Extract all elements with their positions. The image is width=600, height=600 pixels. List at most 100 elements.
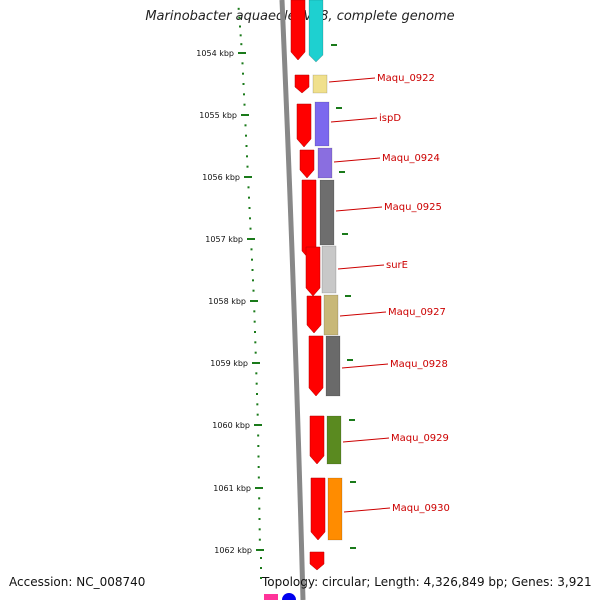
gene-leader-line xyxy=(333,157,381,163)
gene-leader-line xyxy=(330,117,378,123)
minor-tick xyxy=(256,403,259,406)
gene-block xyxy=(327,477,343,541)
minor-tick xyxy=(252,279,254,282)
minor-tick xyxy=(246,165,249,168)
gene-block xyxy=(321,245,337,294)
gene-label: Maqu_0930 xyxy=(392,503,450,514)
scale-label: 1054 kbp xyxy=(196,49,234,58)
minor-tick xyxy=(246,155,248,158)
minor-tick xyxy=(258,538,261,541)
gene-label: ispD xyxy=(379,113,401,124)
minor-tick xyxy=(254,351,257,354)
gene-block xyxy=(317,147,333,179)
minor-tick xyxy=(260,577,262,579)
gene-block xyxy=(319,179,335,246)
gene-label: surE xyxy=(386,260,408,271)
minor-tick xyxy=(256,413,259,416)
gene-block xyxy=(308,0,324,63)
scale-label: 1055 kbp xyxy=(199,111,237,120)
gene-label: Maqu_0927 xyxy=(388,307,446,318)
minor-tick xyxy=(248,207,251,209)
strand-arrow xyxy=(308,335,324,397)
gene-leader-line xyxy=(337,264,385,270)
gene-leader-line xyxy=(341,363,389,369)
minor-tick xyxy=(253,310,256,313)
strand-arrow xyxy=(294,74,310,94)
minor-tick xyxy=(249,217,251,220)
gene-block xyxy=(312,74,328,94)
strand-arrow xyxy=(296,103,312,148)
minor-tick xyxy=(249,227,252,230)
minor-tick xyxy=(243,103,246,106)
minor-tick xyxy=(256,393,258,395)
gene-leader-line xyxy=(328,77,376,83)
strand-arrow xyxy=(305,246,321,297)
minor-tick xyxy=(244,124,247,127)
minor-tick xyxy=(248,196,250,199)
minor-tick xyxy=(239,34,242,37)
minor-tick xyxy=(245,145,248,147)
partial-gene-block xyxy=(264,594,278,600)
minor-tick xyxy=(258,528,261,531)
minor-tick xyxy=(255,372,258,375)
scale-label: 1056 kbp xyxy=(202,173,240,182)
minor-tick xyxy=(257,445,260,447)
strand-arrow xyxy=(290,0,306,61)
gene-leader-line xyxy=(342,437,390,443)
minor-tick xyxy=(258,518,261,520)
minor-tick xyxy=(238,16,241,19)
gene-label: Maqu_0922 xyxy=(377,73,435,84)
minor-tick xyxy=(254,331,256,333)
minor-tick xyxy=(242,83,245,85)
strand-arrow xyxy=(299,149,315,179)
gene-label: Maqu_0929 xyxy=(391,433,449,444)
minor-tick xyxy=(245,134,247,137)
strand-arrow xyxy=(309,551,325,571)
gene-label: Maqu_0925 xyxy=(384,202,442,213)
minor-tick xyxy=(240,43,243,46)
minor-tick xyxy=(257,434,260,437)
minor-tick xyxy=(237,7,240,10)
minor-tick xyxy=(257,455,260,458)
strand-arrow xyxy=(310,477,326,541)
scale-label: 1059 kbp xyxy=(210,359,248,368)
gene-block xyxy=(314,101,330,147)
gene-label: Maqu_0928 xyxy=(390,359,448,370)
gene-leader-line xyxy=(343,507,391,513)
scale-label: 1057 kbp xyxy=(205,235,243,244)
minor-tick xyxy=(241,62,244,65)
strand-arrow xyxy=(309,415,325,465)
scale-label: 1060 kbp xyxy=(212,421,250,430)
minor-tick xyxy=(260,557,262,559)
minor-tick xyxy=(247,186,250,189)
gene-label: Maqu_0924 xyxy=(382,153,440,164)
minor-tick xyxy=(252,289,255,292)
minor-tick xyxy=(243,93,245,96)
minor-tick xyxy=(251,258,253,261)
scale-label: 1062 kbp xyxy=(214,546,252,555)
minor-tick xyxy=(257,476,260,479)
partial-marker xyxy=(282,593,296,600)
minor-tick xyxy=(254,341,257,344)
minor-tick xyxy=(242,72,244,75)
gene-leader-line xyxy=(339,311,387,317)
backbone-curve xyxy=(279,0,306,600)
minor-tick xyxy=(253,320,256,323)
gene-block xyxy=(323,294,339,336)
minor-tick xyxy=(260,567,262,569)
gene-leader-line xyxy=(335,206,383,212)
gene-block xyxy=(326,415,342,465)
minor-tick xyxy=(257,466,260,468)
strand-arrow xyxy=(306,295,322,334)
scale-label: 1058 kbp xyxy=(208,297,246,306)
minor-tick xyxy=(239,25,241,28)
minor-tick xyxy=(258,497,261,500)
accession-text: Accession: NC_008740 xyxy=(9,575,146,589)
minor-tick xyxy=(255,382,258,385)
minor-tick xyxy=(251,269,254,271)
minor-tick xyxy=(258,507,261,510)
scale-label: 1061 kbp xyxy=(213,484,251,493)
topology-text: Topology: circular; Length: 4,326,849 bp… xyxy=(262,575,592,589)
minor-tick xyxy=(250,248,253,251)
